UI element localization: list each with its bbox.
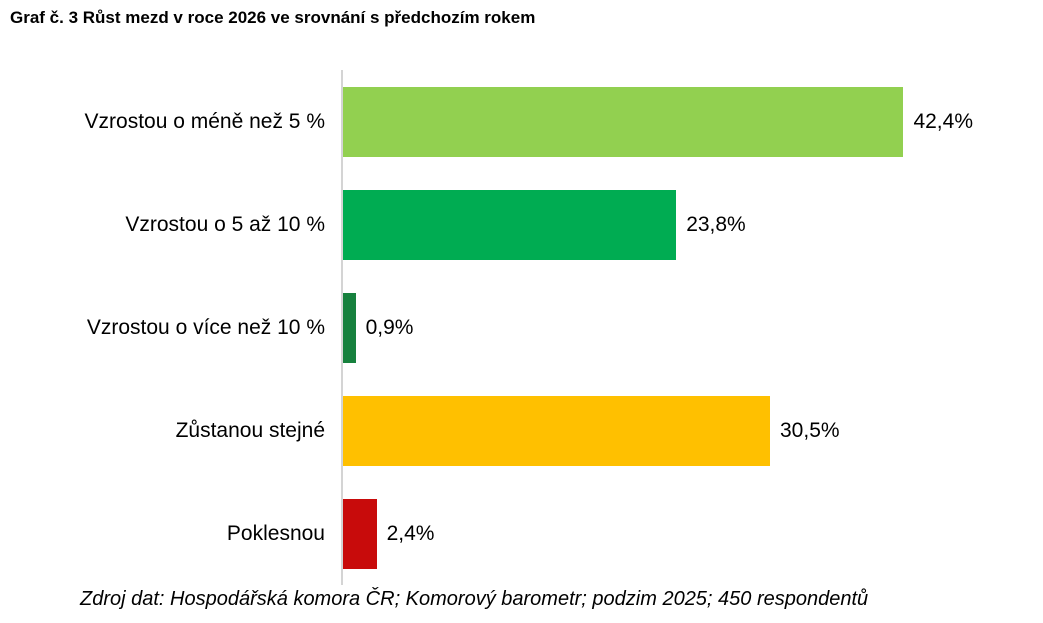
bar-5	[343, 498, 377, 569]
category-label: Vzrostou o méně než 5 %	[84, 109, 325, 133]
bar-row: Vzrostou o méně než 5 % 42,4%	[0, 70, 1043, 173]
chart-title: Graf č. 3 Růst mezd v roce 2026 ve srovn…	[10, 8, 536, 27]
bar-row: Zůstanou stejné 30,5%	[0, 379, 1043, 482]
category-label: Vzrostou o více než 10 %	[86, 315, 325, 339]
value-label: 42,4%	[913, 109, 973, 133]
bar-2	[343, 189, 677, 260]
bar-3	[343, 292, 356, 363]
value-label: 0,9%	[365, 315, 414, 339]
bar-track: 2,4%	[341, 482, 973, 585]
bar-row: Vzrostou o více než 10 % 0,9%	[0, 276, 1043, 379]
bar-row: Vzrostou o 5 až 10 % 23,8%	[0, 173, 1043, 276]
bar-track: 0,9%	[341, 276, 973, 379]
bar-1	[343, 86, 904, 157]
value-label: 30,5%	[780, 418, 840, 442]
bar-track: 42,4%	[341, 70, 973, 173]
bar-4	[343, 395, 770, 466]
category-label: Poklesnou	[226, 521, 325, 545]
data-source-note: Zdroj dat: Hospodářská komora ČR; Komoro…	[80, 588, 869, 610]
category-label: Zůstanou stejné	[175, 418, 325, 442]
value-label: 2,4%	[386, 521, 435, 545]
bar-row: Poklesnou 2,4%	[0, 482, 1043, 585]
bar-track: 23,8%	[341, 173, 973, 276]
value-label: 23,8%	[686, 212, 746, 236]
bar-chart: Vzrostou o méně než 5 % 42,4% Vzrostou o 5…	[0, 70, 1043, 585]
category-label: Vzrostou o 5 až 10 %	[125, 212, 325, 236]
bar-track: 30,5%	[341, 379, 973, 482]
